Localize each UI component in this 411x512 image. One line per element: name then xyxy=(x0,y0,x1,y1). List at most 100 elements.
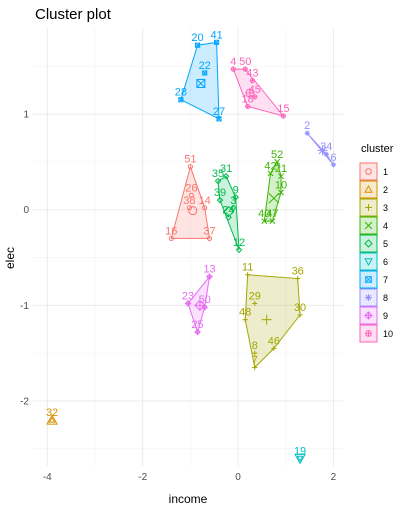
centroid-marker-2 xyxy=(46,414,58,425)
legend-marker xyxy=(365,204,372,211)
point-marker xyxy=(267,170,274,177)
y-tick-label: 1 xyxy=(23,110,29,121)
legend-key-5 xyxy=(359,234,378,253)
legend-key-1 xyxy=(359,162,378,181)
y-axis-title: elec xyxy=(3,247,17,269)
point-marker xyxy=(214,39,220,45)
point-label: 15 xyxy=(277,103,289,115)
point-label: 50 xyxy=(239,56,251,68)
point-marker xyxy=(245,272,251,278)
point-label: 21 xyxy=(275,163,287,175)
point-marker xyxy=(216,196,224,204)
legend-marker xyxy=(365,330,372,337)
legend-label: 1 xyxy=(383,167,388,177)
legend-label: 4 xyxy=(383,221,388,231)
point-label: 29 xyxy=(249,290,261,302)
point-label: 36 xyxy=(292,266,304,278)
x-tick-label: 2 xyxy=(331,472,337,483)
point-label: 3 xyxy=(230,195,236,207)
point-label: 11 xyxy=(242,262,253,274)
point-marker xyxy=(252,300,258,307)
point-label: 34 xyxy=(320,141,332,153)
point-label: 46 xyxy=(268,335,280,347)
data-points xyxy=(46,39,337,465)
point-marker xyxy=(194,328,201,336)
centroid-marker-4 xyxy=(268,192,280,204)
point-marker xyxy=(252,364,258,371)
point-label: 52 xyxy=(271,149,283,161)
point-label: 48 xyxy=(239,307,251,319)
centroid-marker-7 xyxy=(196,78,206,88)
point-label: 13 xyxy=(203,264,215,276)
point-marker xyxy=(194,42,201,48)
legend-marker xyxy=(364,311,373,320)
legend-marker xyxy=(365,276,372,283)
point-marker xyxy=(269,218,276,225)
point-marker xyxy=(271,345,277,351)
point-label: 31 xyxy=(220,163,232,175)
point-marker xyxy=(232,193,239,201)
legend-marker xyxy=(364,239,373,248)
cluster-hull-1 xyxy=(170,164,211,239)
point-marker xyxy=(278,189,284,196)
point-label: 16 xyxy=(165,225,177,237)
legend-label: 6 xyxy=(383,257,388,267)
legend-label: 2 xyxy=(383,185,388,195)
point-marker xyxy=(222,172,230,180)
point-label: 8 xyxy=(252,340,258,352)
legend-marker xyxy=(365,294,372,301)
centroid-marker-9 xyxy=(194,299,206,312)
point-marker xyxy=(296,455,304,462)
point-marker xyxy=(230,66,236,72)
legend-label: 10 xyxy=(383,329,393,339)
point-label: 24 xyxy=(222,204,234,216)
point-label: 47 xyxy=(266,208,278,220)
y-tick-label: -2 xyxy=(20,396,29,407)
point-marker xyxy=(187,164,193,170)
point-marker xyxy=(295,275,301,282)
point-label: 23 xyxy=(182,290,194,302)
cluster-hulls xyxy=(170,41,334,369)
point-marker xyxy=(48,416,56,423)
point-marker xyxy=(202,70,208,76)
point-marker xyxy=(245,103,251,109)
centroid-marker-6 xyxy=(294,453,306,465)
point-label: 22 xyxy=(199,60,211,72)
point-label: 4 xyxy=(230,56,236,68)
point-label: 10 xyxy=(275,179,287,191)
centroid-marker-3 xyxy=(261,314,272,325)
point-marker xyxy=(188,192,194,198)
point-marker xyxy=(184,300,192,307)
point-marker xyxy=(297,312,303,318)
point-marker xyxy=(214,177,222,185)
point-label: 14 xyxy=(199,195,211,207)
point-marker xyxy=(178,97,184,103)
legend-marker xyxy=(365,168,372,175)
x-axis-title: income xyxy=(169,492,208,506)
centroid-marker-8 xyxy=(317,145,328,156)
point-label: 40 xyxy=(258,208,270,220)
point-label: 38 xyxy=(183,195,195,207)
point-marker xyxy=(274,158,281,165)
point-marker xyxy=(235,246,243,254)
legend-marker xyxy=(364,258,373,267)
point-label: 26 xyxy=(185,182,197,194)
point-marker xyxy=(242,66,248,72)
point-label: 27 xyxy=(213,106,225,118)
legend-key-2 xyxy=(359,180,378,199)
y-tick-label: 0 xyxy=(23,205,29,216)
legend-label: 9 xyxy=(383,311,388,321)
legend-marker xyxy=(364,184,373,193)
point-label: 9 xyxy=(233,184,239,196)
chart-title: Cluster plot xyxy=(35,6,112,23)
point-marker xyxy=(225,214,232,221)
centroid-marker-10 xyxy=(245,88,255,98)
point-marker xyxy=(252,350,258,356)
point-label: 41 xyxy=(210,29,222,41)
point-label: 18 xyxy=(241,93,253,105)
x-tick-label: -4 xyxy=(43,472,52,483)
point-label: 39 xyxy=(214,187,226,199)
legend-label: 7 xyxy=(383,275,388,285)
point-label: 37 xyxy=(203,225,215,237)
point-marker xyxy=(168,235,174,241)
